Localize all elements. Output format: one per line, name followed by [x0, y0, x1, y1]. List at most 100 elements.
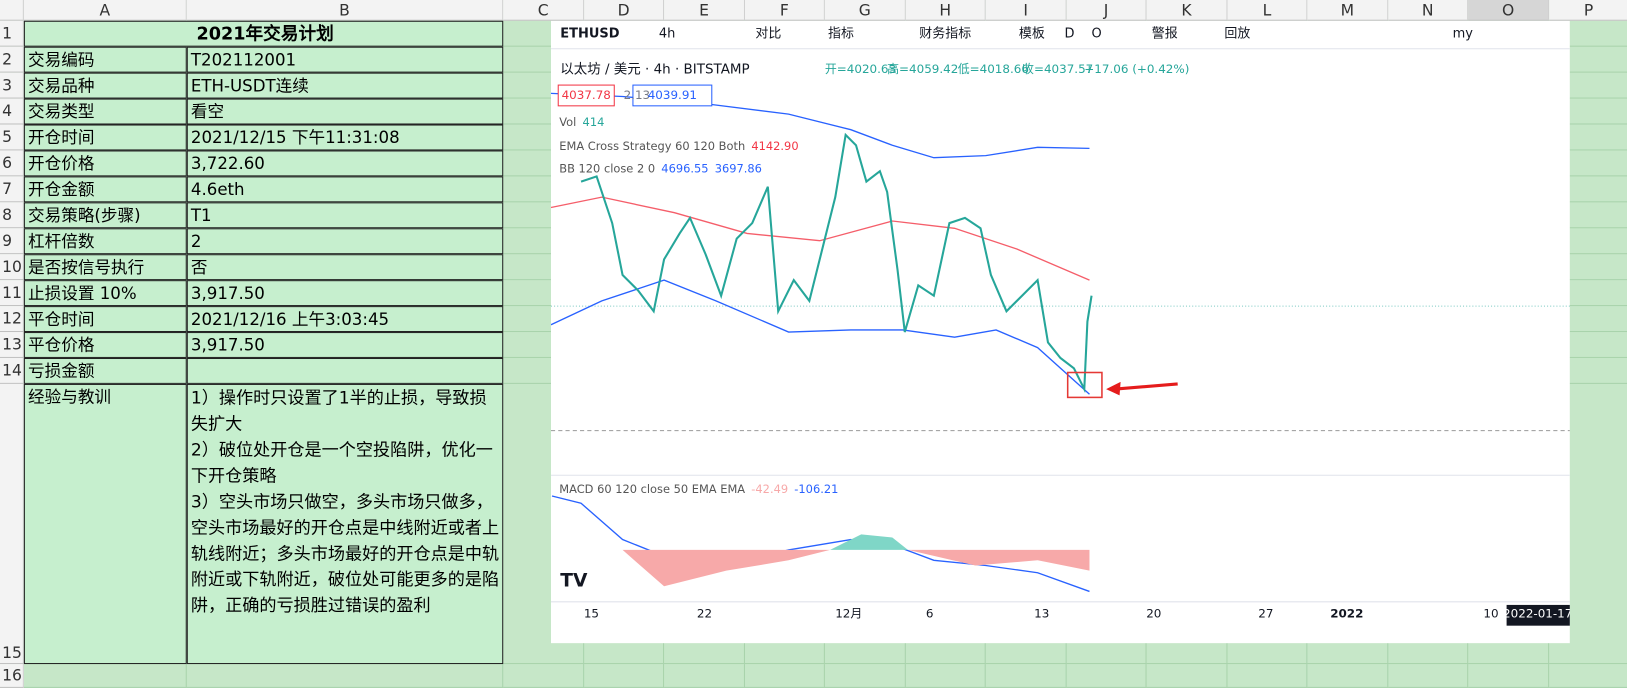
- row-value: 3,917.50: [186, 280, 504, 307]
- highlight-box: [1066, 371, 1103, 399]
- row-header: 6: [0, 150, 24, 177]
- toolbar-item[interactable]: 模板: [1019, 27, 1045, 42]
- grid-cell: [1549, 47, 1627, 73]
- row-value: ETH-USDT连续: [186, 72, 504, 99]
- ohlc: 低=4018.66: [958, 62, 1029, 76]
- toolbar-item[interactable]: D: [1065, 27, 1075, 42]
- indicator-value: 3697.86: [715, 162, 762, 176]
- ohlc: 收=4037.57: [1022, 62, 1093, 76]
- grid-cell: [1146, 664, 1228, 688]
- grid-cell: [1549, 176, 1627, 203]
- grid-cell: [905, 664, 986, 688]
- grid-cell: [1388, 664, 1469, 688]
- row-header: 7: [0, 176, 24, 203]
- row-value: 看空: [186, 98, 504, 125]
- indicator-value: 4696.55: [661, 162, 708, 176]
- grid-cell: [1549, 21, 1627, 47]
- grid-cell: [584, 664, 665, 688]
- row-header: 4: [0, 98, 24, 125]
- ohlc: 开=4020.63: [825, 62, 896, 76]
- grid-cell: [1227, 664, 1308, 688]
- row-label: 交易编码: [23, 46, 187, 73]
- toolbar-item[interactable]: 回放: [1224, 27, 1250, 42]
- arrow-head: [1106, 381, 1121, 396]
- row-header: 12: [0, 306, 24, 333]
- column-header: I: [985, 0, 1067, 21]
- toolbar-item[interactable]: 财务指标: [919, 26, 971, 42]
- grid-cell: [1549, 306, 1627, 333]
- x-axis-label: 20: [1146, 607, 1161, 621]
- toolbar-item[interactable]: 警报: [1152, 26, 1178, 42]
- row-label: 交易品种: [23, 72, 187, 99]
- column-header: D: [584, 0, 665, 21]
- column-header: E: [664, 0, 745, 21]
- row-label: 平仓时间: [23, 306, 187, 333]
- column-header: J: [1066, 0, 1147, 21]
- grid-cell: [1468, 664, 1550, 688]
- chart-background: [550, 20, 1570, 644]
- toolbar-item[interactable]: my: [1453, 27, 1474, 42]
- column-header: A: [23, 0, 187, 21]
- toolbar-item[interactable]: O: [1092, 27, 1102, 42]
- macd-histogram: [830, 534, 908, 550]
- table-title: 2021年交易计划: [23, 20, 504, 47]
- indicator-name: EMA Cross Strategy 60 120 Both: [559, 139, 745, 153]
- indicator-name: MACD 60 120 close 50 EMA EMA: [559, 482, 745, 496]
- row-label: 平仓价格: [23, 332, 187, 358]
- indicator-value: 414: [583, 115, 605, 129]
- price-tag: 4039.91: [648, 88, 697, 102]
- x-axis-label: 2022: [1330, 607, 1363, 621]
- grid-cell: [1549, 358, 1627, 384]
- logo: TV: [560, 571, 588, 592]
- grid-cell: [1549, 332, 1627, 358]
- macd-histogram: [552, 549, 831, 587]
- lessons-text: 1）操作时只设置了1半的止损，导致损失扩大 2）破位处开仓是一个空投陷阱，优化一下…: [186, 383, 504, 665]
- column-header: P: [1549, 0, 1627, 21]
- grid-cell: [1549, 280, 1627, 307]
- column-header: C: [503, 0, 585, 21]
- x-axis-label: 15: [584, 607, 599, 621]
- grid-cell: [824, 664, 906, 688]
- macd-line: [551, 495, 1090, 593]
- row-header: 2: [0, 46, 24, 73]
- grid-cell: [1549, 99, 1627, 125]
- row-value: T202112001: [186, 46, 504, 73]
- bb-lower: [550, 279, 1090, 395]
- date-tag: [1506, 604, 1570, 626]
- x-axis-label: 12月: [835, 607, 862, 621]
- column-header: G: [824, 0, 906, 21]
- price-candles: [580, 132, 1093, 394]
- indicator-value: 4142.90: [751, 139, 798, 153]
- indicator-name: Vol: [559, 115, 576, 129]
- chart-image: TV ETHUSD 4h 对比 指标 财务指标 模板 D O 警报 回放 my 以太坊 / 美元 · …: [550, 20, 1570, 644]
- row-header: 14: [0, 357, 24, 384]
- row-header: 11: [0, 280, 24, 307]
- row-header: 1: [0, 20, 24, 47]
- ohlc: 高=4059.42: [887, 62, 958, 76]
- toolbar-item[interactable]: 对比: [755, 27, 781, 42]
- row-value: 3,722.60: [186, 150, 504, 177]
- x-axis-label: 2022-01-17: [1503, 607, 1570, 621]
- toolbar-item[interactable]: 指标: [828, 27, 854, 42]
- grid-cell: [1549, 228, 1627, 255]
- grid-cell: [1549, 664, 1627, 688]
- column-header: K: [1146, 0, 1228, 21]
- row-header: 3: [0, 72, 24, 99]
- toolbar-item[interactable]: ETHUSD: [560, 27, 619, 42]
- toolbar-item[interactable]: 4h: [659, 27, 675, 42]
- price-tag: 2.13: [624, 88, 651, 102]
- indicator-value: -106.21: [794, 482, 838, 496]
- row-value: 2: [186, 228, 504, 255]
- grid-cell: [1549, 384, 1627, 665]
- x-axis-label: 22: [697, 607, 712, 621]
- row-label: 止损设置 10%: [23, 280, 187, 307]
- corner: [0, 0, 24, 21]
- row-label: 杠杆倍数: [23, 228, 187, 255]
- grid-cell: [1549, 150, 1627, 177]
- row-label: 交易策略(步骤): [23, 202, 187, 229]
- grid-cell: [744, 664, 825, 688]
- column-header: N: [1388, 0, 1469, 21]
- arrow: [1115, 382, 1178, 391]
